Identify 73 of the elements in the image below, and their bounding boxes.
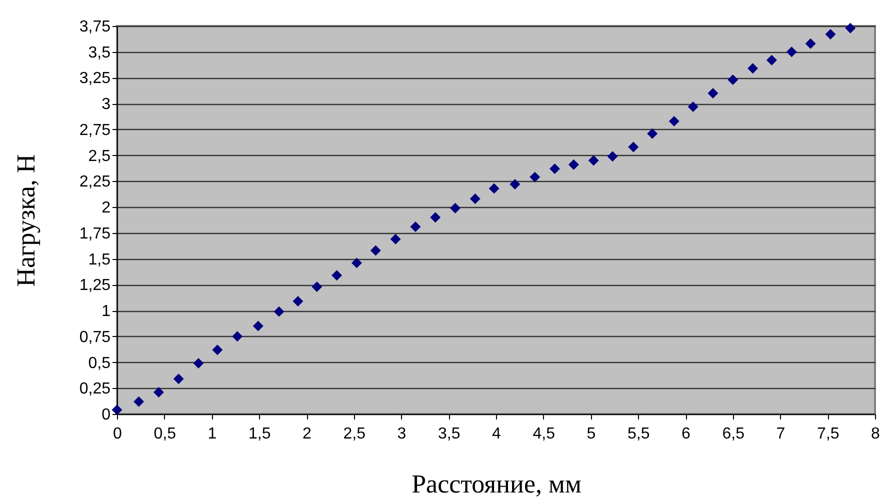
point (430, 212, 441, 223)
y-tick-label: 2 (102, 200, 111, 217)
y-axis-title: Нагрузка, Н (11, 154, 40, 287)
x-tick-label: 6,5 (722, 426, 745, 442)
point (550, 164, 560, 174)
y-tick-label: 3,5 (88, 44, 111, 62)
y-tick-label: 0 (102, 406, 111, 424)
point (766, 54, 777, 66)
point (312, 281, 322, 292)
point (510, 179, 520, 190)
y-tick-label: 2,75 (79, 122, 111, 139)
x-tick-label: 3 (397, 426, 406, 442)
point (488, 183, 500, 194)
point (688, 101, 698, 112)
point (232, 331, 243, 342)
x-axis-title: Расстояние, мм (412, 470, 582, 498)
x-tick-label: 7,5 (817, 426, 840, 442)
y-tick-label: 0,25 (79, 380, 111, 398)
x-tick-label: 0,5 (154, 426, 176, 442)
point (805, 38, 816, 49)
y-tick-label: 2,5 (88, 148, 111, 165)
x-tick-label: 1 (208, 426, 217, 442)
point (450, 202, 460, 214)
point (708, 88, 718, 98)
x-tick-label: 6 (682, 426, 691, 442)
y-tick-label: 1 (102, 303, 111, 320)
x-tick-label: 8 (871, 426, 880, 442)
point (274, 306, 284, 317)
y-tick-label: 2,25 (79, 174, 111, 191)
y-tick-label: 1,25 (79, 277, 111, 294)
point (292, 296, 304, 306)
point (607, 151, 618, 162)
x-tick-label: 2,5 (343, 426, 366, 442)
point (370, 245, 381, 256)
point (588, 155, 599, 166)
point (332, 270, 342, 281)
point (568, 159, 579, 170)
point (134, 396, 144, 407)
point (668, 116, 680, 126)
point (390, 234, 401, 244)
point (786, 46, 797, 58)
x-tick-label: 0 (113, 426, 122, 442)
point (470, 194, 480, 204)
point (748, 63, 758, 74)
point (647, 128, 658, 139)
point (728, 74, 738, 86)
x-tick-label: 7 (776, 426, 786, 442)
point (112, 404, 122, 416)
point (845, 22, 856, 34)
point (252, 320, 264, 332)
y-tick-label: 1,75 (79, 225, 111, 242)
point (628, 142, 639, 152)
point (212, 344, 223, 356)
point (825, 29, 836, 40)
y-tick-label: 0,75 (79, 328, 111, 346)
point (351, 258, 362, 268)
x-tick-label: 1,5 (248, 426, 271, 442)
y-tick-label: 0,5 (88, 354, 111, 372)
x-tick-label: 3,5 (438, 426, 460, 442)
x-tick-label: 5,5 (628, 426, 650, 442)
y-tick-label: 3 (102, 96, 111, 114)
y-tick-label: 3,75 (79, 18, 111, 36)
point (153, 387, 164, 398)
point (193, 358, 204, 369)
x-tick-label: 4,5 (532, 426, 556, 442)
point (173, 374, 184, 384)
x-tick-label: 5 (586, 426, 596, 442)
point (410, 221, 421, 232)
x-tick-label: 4 (492, 426, 502, 442)
x-tick-label: 2 (302, 426, 312, 442)
y-tick-label: 3,25 (79, 70, 111, 88)
point (530, 172, 540, 182)
y-tick-label: 1,5 (88, 251, 111, 268)
